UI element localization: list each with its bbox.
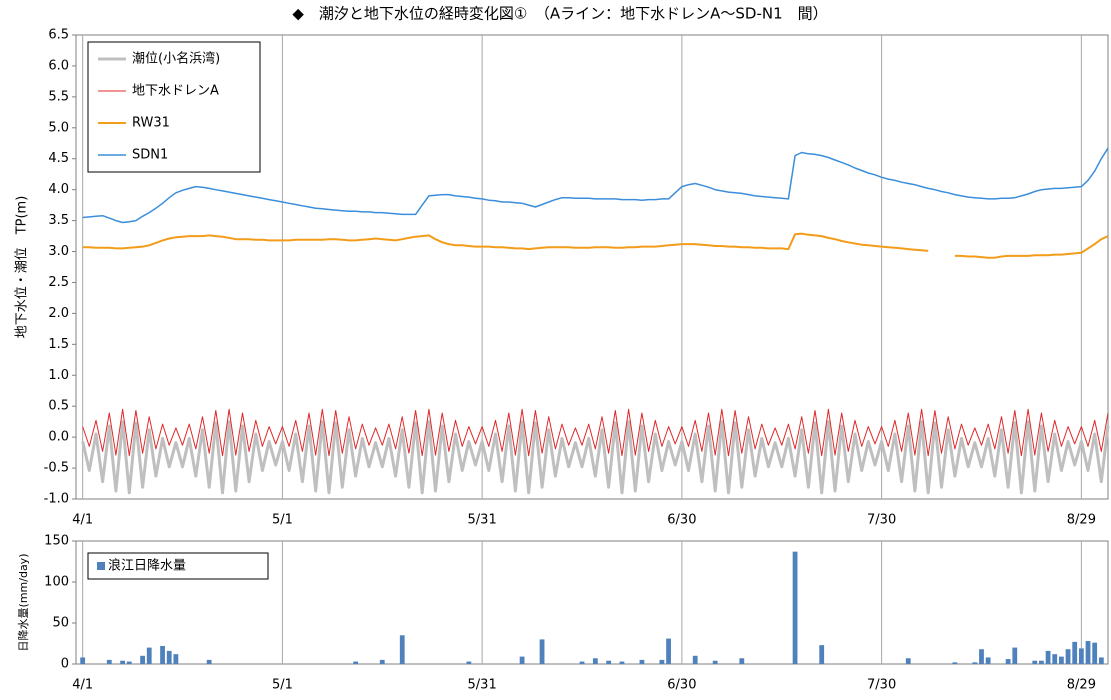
x-tick-label: 8/29 xyxy=(1067,513,1096,528)
y-tick-label: 100 xyxy=(44,575,69,590)
y-tick-label: 3.0 xyxy=(48,244,69,259)
series-line xyxy=(81,420,1110,495)
bar xyxy=(692,655,698,664)
x-tick-label: 7/30 xyxy=(867,513,896,528)
y-tick-label: 1.0 xyxy=(48,368,69,383)
bar xyxy=(606,660,612,664)
bar xyxy=(146,647,152,664)
legend-box xyxy=(87,41,261,173)
bar xyxy=(1012,647,1018,664)
y-axis-label: 日降水量(mm/day) xyxy=(16,554,30,652)
bar xyxy=(639,659,645,664)
legend-label: 潮位(小名浜湾) xyxy=(132,51,220,67)
bar xyxy=(666,638,671,664)
y-tick-label: 0.5 xyxy=(48,399,69,414)
x-tick-label: 5/1 xyxy=(272,513,293,528)
x-tick-label: 7/30 xyxy=(867,678,896,693)
bar xyxy=(739,658,745,664)
y-tick-label: 50 xyxy=(52,616,69,631)
legend-swatch xyxy=(97,562,105,570)
bar xyxy=(579,661,585,664)
chart-title: ◆ 潮汐と地下水位の経時変化図① （Aライン：地下水ドレンA～SD-N1 間） xyxy=(292,5,827,23)
bar xyxy=(619,661,625,664)
bar xyxy=(120,660,126,664)
legend-label: RW31 xyxy=(132,116,170,131)
bar xyxy=(173,654,179,664)
y-tick-label: 6.5 xyxy=(48,28,69,43)
x-tick-label: 6/30 xyxy=(667,678,696,693)
bar xyxy=(166,650,172,664)
bar xyxy=(206,659,212,664)
bar xyxy=(519,656,525,664)
legend-label: 浪江日降水量 xyxy=(108,559,186,574)
y-tick-label: 3.5 xyxy=(48,213,69,228)
bar xyxy=(905,658,911,664)
x-tick-label: 4/1 xyxy=(72,513,93,528)
series-line xyxy=(82,408,1109,457)
bar xyxy=(1039,660,1044,664)
x-tick-label: 8/29 xyxy=(1067,678,1096,693)
bar xyxy=(80,657,86,664)
bar xyxy=(1065,649,1071,664)
y-tick-label: 1.5 xyxy=(48,337,69,352)
legend-box xyxy=(87,552,269,580)
bar xyxy=(972,662,978,664)
y-tick-label: -1.0 xyxy=(44,492,69,507)
bar xyxy=(160,645,165,664)
bar xyxy=(353,661,359,664)
x-tick-label: 5/1 xyxy=(272,678,293,693)
bar xyxy=(140,655,145,664)
bar xyxy=(1098,657,1104,664)
bar xyxy=(1045,650,1051,664)
y-tick-label: 150 xyxy=(44,534,69,549)
y-tick-label: 4.0 xyxy=(48,182,69,197)
y-tick-label: 2.0 xyxy=(48,306,69,321)
bar xyxy=(1078,648,1084,664)
bar xyxy=(712,660,718,664)
bar xyxy=(126,661,132,664)
y-tick-label: 5.0 xyxy=(48,120,69,135)
bar xyxy=(1085,641,1091,664)
bar xyxy=(379,659,385,664)
bar xyxy=(1072,641,1078,664)
y-tick-label: -0.5 xyxy=(44,461,69,476)
bar xyxy=(466,661,472,664)
bar xyxy=(592,658,598,664)
y-tick-label: 0.0 xyxy=(48,430,69,445)
bar xyxy=(1092,642,1098,664)
x-tick-label: 5/31 xyxy=(468,513,497,528)
x-tick-label: 6/30 xyxy=(667,513,696,528)
legend-label: 地下水ドレンA xyxy=(132,84,219,99)
bar xyxy=(985,657,991,664)
y-tick-label: 0 xyxy=(61,657,69,672)
y-tick-label: 2.5 xyxy=(48,275,69,290)
bar xyxy=(1032,660,1038,664)
y-tick-label: 4.5 xyxy=(48,151,69,166)
bar xyxy=(979,649,984,664)
bar xyxy=(106,659,112,664)
x-tick-label: 4/1 xyxy=(72,678,93,693)
series-line xyxy=(82,147,1109,224)
bar xyxy=(952,662,958,664)
bar xyxy=(1005,659,1011,664)
bar xyxy=(792,551,798,664)
bar xyxy=(399,635,405,664)
y-axis-label: 地下水位・潮位 TP(m) xyxy=(15,196,30,339)
y-tick-label: 5.5 xyxy=(48,89,69,104)
bar xyxy=(1052,654,1058,664)
legend-label: SDN1 xyxy=(132,148,168,163)
series-line xyxy=(82,232,1109,259)
bar xyxy=(659,659,665,664)
bar xyxy=(539,639,545,664)
bar xyxy=(819,645,825,664)
x-tick-label: 5/31 xyxy=(468,678,497,693)
bar xyxy=(1058,656,1064,664)
y-tick-label: 6.0 xyxy=(48,58,69,73)
